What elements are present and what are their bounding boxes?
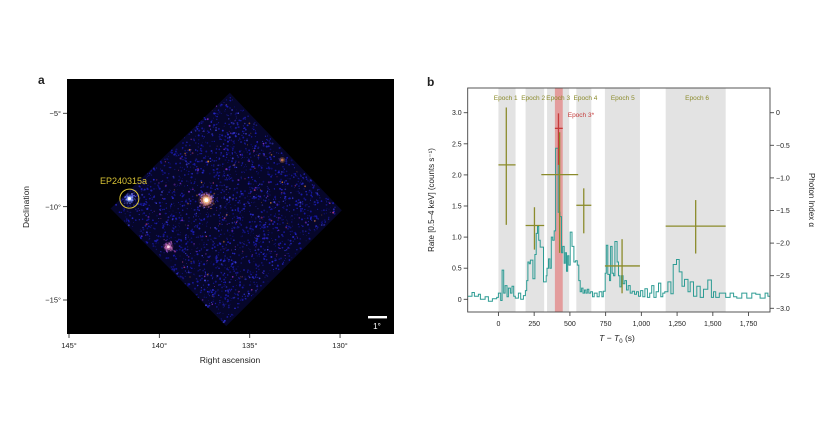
- panel-a-y-tick-label: −5°: [49, 109, 61, 118]
- photon-index-tick-label: −1.5: [776, 208, 790, 215]
- scale-bar: [368, 316, 387, 319]
- source-2: [163, 241, 174, 252]
- epoch3-star-label: Epoch 3*: [568, 112, 595, 119]
- sky-image-plot: 145° 140° 135° 130° −5° −10° −15°: [45, 79, 394, 350]
- source-annotation-label: EP240315a: [100, 176, 147, 186]
- photon-index-cross: [604, 239, 640, 294]
- photon-index-tick-label: −2.5: [776, 273, 790, 280]
- panel-b-x-tick-label: 750: [600, 321, 612, 328]
- panel-b-x-tick-label: 1,250: [668, 321, 686, 328]
- panel-b-left-yaxis-title: Rate [0.5–4 keV] (counts s⁻¹): [427, 148, 436, 252]
- epoch-label: Epoch 6: [685, 95, 709, 102]
- rate-tick-label: 0.5: [452, 266, 462, 273]
- photon-index-tick-label: −1.0: [776, 175, 790, 182]
- photon-index-tick-label: 0: [776, 110, 780, 117]
- epoch-label: Epoch 2: [521, 95, 545, 102]
- panel-b-axis-ticks: 0 250 500 750 1,000 1,250 1,500 1,750 0 0.5 1.0 1.5…: [452, 110, 790, 328]
- epoch-band: [525, 88, 545, 312]
- source-marker-circle: [119, 188, 140, 209]
- epoch-label: Epoch 3: [546, 95, 570, 102]
- rate-tick-label: 2.0: [452, 172, 462, 179]
- panel-a-x-tick-label: 135°: [242, 341, 258, 350]
- panel-a-y-tick-label: −15°: [45, 296, 61, 305]
- photon-index-cross: [541, 132, 579, 253]
- panel-b-x-tick-label: 500: [564, 321, 576, 328]
- rate-tick-label: 3.0: [452, 110, 462, 117]
- scale-bar-label: 1°: [373, 322, 381, 331]
- panel-a-axis-ticks: 145° 140° 135° 130° −5° −10° −15°: [45, 109, 348, 350]
- panel-a-x-tick-label: 130°: [332, 341, 348, 350]
- light-curve-path: [467, 147, 770, 302]
- photon-index-tick-label: −0.5: [776, 143, 790, 150]
- photon-index-cross: [498, 107, 516, 225]
- plot-frame: [467, 87, 771, 313]
- panel-a-yaxis-title: Declination: [21, 186, 31, 228]
- panel-b-x-tick-label: 250: [528, 321, 540, 328]
- panel-b-letter: b: [427, 75, 434, 89]
- epoch-band: [498, 88, 516, 312]
- photon-index-crosses: [498, 107, 726, 294]
- rate-tick-label: 1.5: [452, 204, 462, 211]
- photon-index-cross: [576, 188, 592, 234]
- faint-source: [279, 156, 286, 163]
- bright-source: [198, 192, 215, 209]
- panel-a-x-tick-label: 145°: [61, 341, 77, 350]
- epoch-band: [665, 88, 726, 312]
- panel-b-x-tick-label: 1,000: [633, 321, 651, 328]
- photon-index-cross: [665, 200, 726, 254]
- detector-field-diamond: [110, 92, 342, 327]
- panel-b: Epoch 1 Epoch 2 Epoch 3 Epoch 4 Epoch 5 Epoch…: [427, 75, 816, 345]
- panel-b-right-yaxis-title: Photon Index α: [807, 173, 816, 227]
- photon-index-tick-label: −2.0: [776, 241, 790, 248]
- panel-b-x-tick-label: 0: [496, 321, 500, 328]
- xray-noise-speckle: [115, 97, 336, 324]
- lightcurve-plot: Epoch 1 Epoch 2 Epoch 3 Epoch 4 Epoch 5 Epoch…: [452, 87, 790, 328]
- panel-a-xaxis-title: Right ascension: [200, 355, 261, 365]
- epoch-label: Epoch 1: [494, 95, 518, 102]
- panel-a: 145° 140° 135° 130° −5° −10° −15° a Right asce…: [21, 73, 394, 365]
- epoch-label: Epoch 4: [574, 95, 598, 102]
- source-ep240315a: [124, 193, 135, 204]
- panel-a-letter: a: [38, 73, 45, 87]
- panel-b-x-tick-label: 1,750: [740, 321, 758, 328]
- panel-a-y-tick-label: −10°: [45, 202, 61, 211]
- panel-b-x-tick-label: 1,500: [704, 321, 722, 328]
- panel-a-x-tick-label: 140°: [152, 341, 168, 350]
- rate-tick-label: 0: [458, 297, 462, 304]
- epoch-label: Epoch 5: [611, 95, 635, 102]
- photon-index-tick-label: −3.0: [776, 306, 790, 313]
- rate-tick-label: 1.0: [452, 235, 462, 242]
- photon-index-cross: [525, 207, 545, 250]
- epoch3-star-band: [554, 88, 563, 312]
- rate-tick-label: 2.5: [452, 141, 462, 148]
- epoch3-star-cross: [554, 113, 563, 165]
- panel-b-xaxis-title: T − T0 (s): [599, 333, 635, 345]
